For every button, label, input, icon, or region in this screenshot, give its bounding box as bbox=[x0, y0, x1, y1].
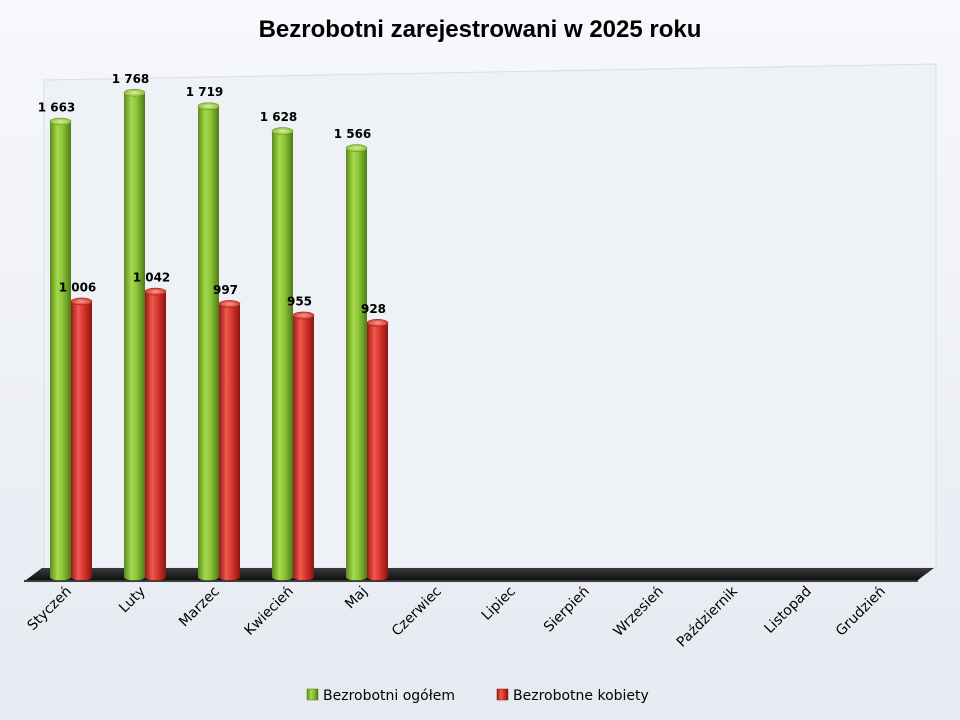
category-label-9: Wrzesień bbox=[611, 584, 667, 640]
value-label-total-1: 1 663 bbox=[38, 101, 76, 115]
plot-back-wall bbox=[43, 63, 937, 569]
category-label-4: Kwiecień bbox=[242, 584, 297, 639]
category-label-11: Listopad bbox=[762, 584, 815, 637]
bar-total-4 bbox=[271, 127, 294, 581]
legend-swatch-total bbox=[306, 688, 319, 701]
category-label-7: Lipiec bbox=[479, 584, 519, 624]
category-label-1: Styczeń bbox=[24, 584, 74, 634]
category-label-6: Czerwiec bbox=[389, 584, 445, 640]
category-label-2: Luty bbox=[116, 584, 149, 617]
bar-women-5 bbox=[366, 319, 389, 581]
legend-label-women: Bezrobotne kobiety bbox=[513, 688, 649, 704]
bar-women-3 bbox=[218, 300, 241, 581]
value-label-women-3: 997 bbox=[213, 283, 238, 297]
legend-swatch-women bbox=[496, 688, 509, 701]
category-label-12: Grudzień bbox=[833, 584, 889, 640]
legend-label-total: Bezrobotni ogółem bbox=[323, 688, 455, 704]
value-label-women-4: 955 bbox=[287, 294, 312, 308]
value-label-total-5: 1 566 bbox=[334, 127, 372, 141]
category-label-3: Marzec bbox=[176, 584, 223, 631]
value-label-total-2: 1 768 bbox=[112, 72, 150, 86]
value-label-women-2: 1 042 bbox=[133, 271, 171, 285]
bar-total-3 bbox=[197, 102, 220, 581]
value-label-women-5: 928 bbox=[361, 302, 386, 316]
bar-total-1 bbox=[49, 117, 72, 581]
bar-total-2 bbox=[123, 88, 146, 581]
value-label-total-4: 1 628 bbox=[260, 110, 298, 124]
chart-title: Bezrobotni zarejestrowani w 2025 roku bbox=[259, 16, 702, 43]
value-label-women-1: 1 006 bbox=[59, 280, 97, 294]
category-label-8: Sierpień bbox=[541, 584, 593, 636]
bar-total-5 bbox=[345, 144, 368, 581]
plot-floor bbox=[26, 568, 934, 580]
value-label-total-3: 1 719 bbox=[186, 85, 224, 99]
bars-group bbox=[49, 88, 389, 581]
legend: Bezrobotni ogółem Bezrobotne kobiety bbox=[306, 688, 649, 704]
category-label-10: Październik bbox=[674, 583, 742, 651]
value-labels-group: 1 663 1 006 1 768 1 042 1 719 997 1 628 955 1 56… bbox=[38, 72, 386, 316]
bar-women-1 bbox=[70, 297, 93, 581]
category-labels-group: Styczeń Luty Marzec Kwiecień Maj Czerwiec Lipi… bbox=[24, 583, 888, 651]
bar-women-4 bbox=[292, 311, 315, 581]
bar-women-2 bbox=[144, 287, 167, 581]
category-label-5: Maj bbox=[342, 584, 371, 613]
